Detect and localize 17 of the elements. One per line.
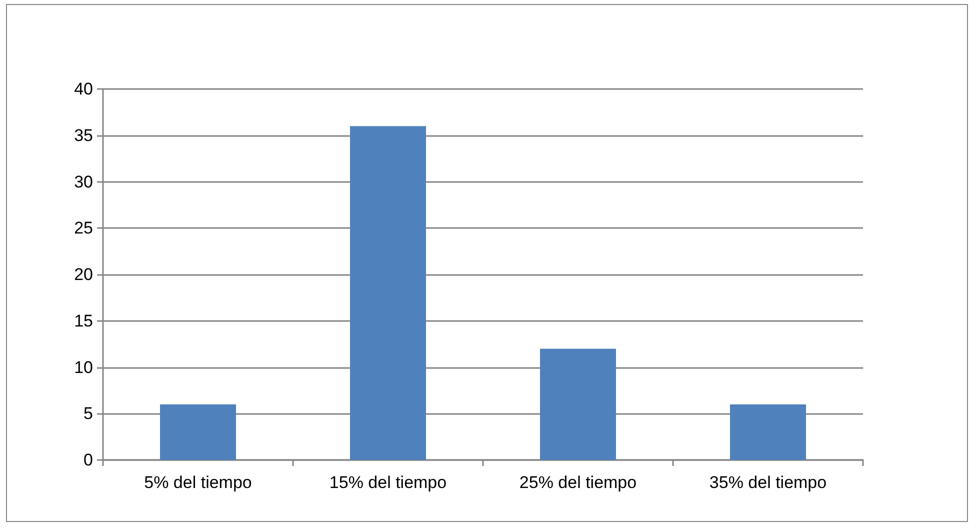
- y-tick-label: 15: [74, 311, 93, 330]
- x-tick-label: 35% del tiempo: [709, 473, 827, 492]
- y-tick-label: 35: [74, 126, 93, 145]
- y-tick-label: 40: [74, 80, 93, 98]
- bar: [350, 126, 426, 460]
- y-tick-label: 0: [84, 450, 93, 470]
- bar: [160, 404, 236, 460]
- bar: [540, 348, 616, 460]
- x-tick-label: 5% del tiempo: [144, 473, 252, 492]
- y-tick-label: 20: [74, 265, 93, 284]
- y-tick-label: 30: [74, 172, 93, 192]
- y-tick-label: 5: [84, 404, 93, 424]
- x-tick-label: 15% del tiempo: [329, 473, 447, 492]
- x-tick-label: 25% del tiempo: [519, 473, 637, 492]
- y-tick-label: 25: [74, 218, 93, 238]
- bar: [730, 404, 806, 460]
- y-tick-label: 10: [74, 358, 93, 377]
